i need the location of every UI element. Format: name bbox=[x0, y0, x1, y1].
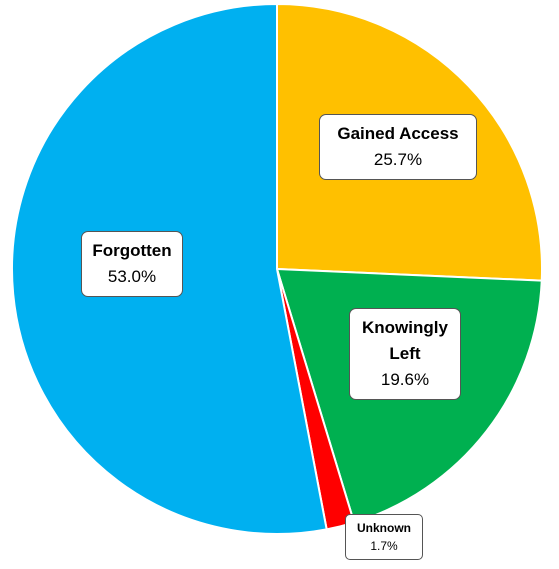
slice-value: 25.7% bbox=[373, 150, 423, 169]
slice-name: Gained Access bbox=[337, 124, 459, 143]
slice-value: 53.0% bbox=[107, 267, 157, 286]
slice-name: Unknown bbox=[357, 521, 411, 535]
data-label: Knowingly Left 19.6% bbox=[349, 308, 461, 400]
slice-name: Knowingly Left bbox=[362, 318, 448, 363]
data-label: Unknown 1.7% bbox=[345, 514, 423, 560]
data-label: Forgotten 53.0% bbox=[81, 231, 183, 297]
slice-value: 19.6% bbox=[380, 370, 430, 389]
slice-name: Forgotten bbox=[92, 241, 172, 260]
slice-value: 1.7% bbox=[370, 539, 398, 553]
data-label: Gained Access 25.7% bbox=[319, 114, 477, 180]
